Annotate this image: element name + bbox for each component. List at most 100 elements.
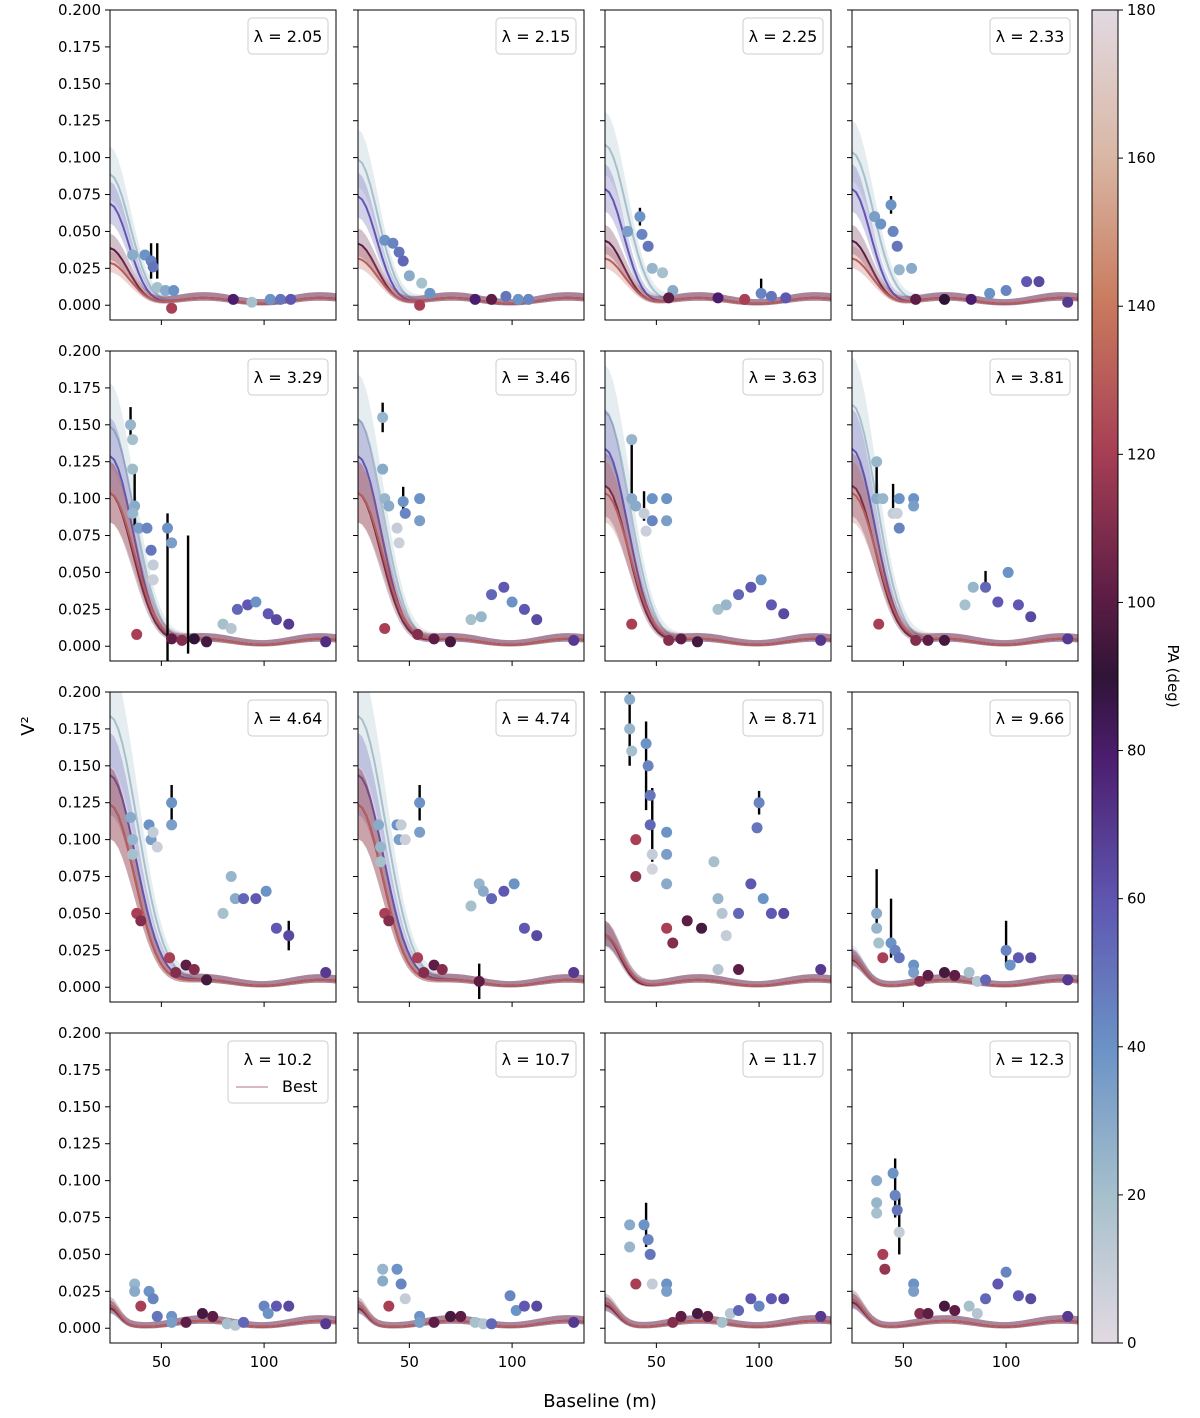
y-tick-label: 0.150 (58, 757, 101, 775)
panel-label-box (247, 358, 329, 396)
data-point (568, 1316, 580, 1328)
data-point (640, 738, 652, 750)
data-point (644, 1248, 656, 1260)
data-point (162, 522, 174, 534)
data-point (283, 1300, 295, 1312)
data-point (712, 893, 724, 905)
data-point (624, 723, 636, 735)
data-point (145, 544, 157, 556)
data-point (180, 1316, 192, 1328)
data-point (751, 822, 763, 834)
panel-4: λ = 2.33 (847, 9, 1079, 325)
data-point (168, 284, 180, 296)
data-point (938, 1300, 950, 1312)
data-point (159, 284, 171, 296)
data-point (739, 293, 751, 305)
model-curve (110, 425, 336, 646)
data-point (391, 1263, 403, 1275)
model-band (852, 948, 1078, 988)
y-tick-label: 0.025 (58, 259, 101, 277)
model-curve (110, 803, 336, 987)
data-point (395, 819, 407, 831)
data-point (815, 634, 827, 646)
data-point (914, 1307, 926, 1319)
data-point (414, 826, 426, 838)
axes-frame (109, 9, 337, 321)
data-point (712, 292, 724, 304)
data-point (147, 261, 159, 273)
data-point (383, 500, 395, 512)
data-point (661, 922, 673, 934)
data-point (395, 1278, 407, 1290)
colorbar-tick-label: 160 (1127, 149, 1156, 167)
data-point (151, 1310, 163, 1322)
data-point (971, 975, 983, 987)
wavelength-label: λ = 12.3 (996, 1050, 1065, 1069)
data-point (755, 574, 767, 586)
panel-14: 50 100 λ = 10.7 (353, 1032, 585, 1371)
data-point (667, 937, 679, 949)
model-band (605, 245, 831, 306)
data-point (166, 537, 178, 549)
data-point (922, 634, 934, 646)
data-point (246, 296, 258, 308)
data-point (383, 1300, 395, 1312)
data-point (733, 964, 745, 976)
y-tick-label: 0.150 (58, 75, 101, 93)
data-point (127, 848, 139, 860)
data-point (638, 507, 650, 519)
data-point (646, 262, 658, 274)
x-axis-label: Baseline (m) (543, 1391, 657, 1412)
data-point (646, 515, 658, 527)
data-point (147, 559, 159, 571)
panel-label-box (742, 1040, 824, 1078)
data-point (938, 634, 950, 646)
model-curve (358, 803, 584, 987)
data-point (147, 826, 159, 838)
wavelength-label: λ = 3.46 (502, 368, 571, 387)
data-point (887, 225, 899, 237)
data-point (646, 1278, 658, 1290)
y-tick-label: 0.150 (58, 1098, 101, 1116)
data-point (418, 966, 430, 978)
y-tick-label: 0.200 (58, 342, 101, 360)
data-point (510, 1305, 522, 1317)
colorbar-ticks: 0 20 40 60 80 100 120 140 160 180 (1118, 1, 1156, 1352)
y-tick-label: 0.175 (58, 720, 101, 738)
data-point (636, 228, 648, 240)
axes-frame (604, 350, 832, 662)
data-point (630, 500, 642, 512)
data-point (745, 581, 757, 593)
data-point (1000, 944, 1012, 956)
model-curve (110, 261, 336, 305)
data-point (893, 264, 905, 276)
y-tick-label: 0.000 (58, 978, 101, 996)
data-point (910, 634, 922, 646)
data-point (424, 287, 436, 299)
panel-2: λ = 2.15 (353, 9, 585, 325)
model-band (852, 945, 1078, 988)
model-curve (852, 492, 1078, 646)
axes-frame (604, 9, 832, 321)
data-point (475, 611, 487, 623)
data-point (646, 848, 658, 860)
data-point (663, 634, 675, 646)
y-tick-label: 0.125 (58, 794, 101, 812)
data-point (971, 1307, 983, 1319)
axes-frame (109, 350, 337, 662)
data-point (1021, 276, 1033, 288)
data-point (375, 856, 387, 868)
data-point (626, 434, 638, 446)
data-point (642, 1234, 654, 1246)
data-point (765, 907, 777, 919)
data-point (270, 614, 282, 626)
data-point (229, 893, 241, 905)
panel-7: λ = 3.63 (600, 350, 832, 666)
data-point (500, 290, 512, 302)
data-point (716, 907, 728, 919)
data-point (383, 915, 395, 927)
data-point (877, 493, 889, 505)
panel-16: 50 100 λ = 12.3 (847, 1032, 1079, 1371)
data-point (891, 507, 903, 519)
data-point (885, 199, 897, 211)
